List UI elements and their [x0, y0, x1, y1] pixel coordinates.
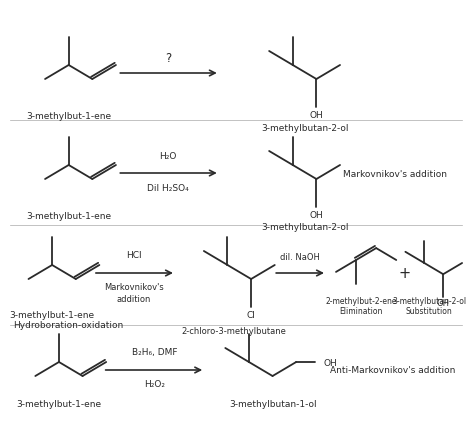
Text: Anti-Markovnikov's addition: Anti-Markovnikov's addition: [330, 366, 456, 375]
Text: Elimination: Elimination: [339, 307, 383, 316]
Text: 3-methylbut-1-ene: 3-methylbut-1-ene: [17, 399, 101, 408]
Text: H₂O: H₂O: [159, 151, 177, 160]
Text: H₂O₂: H₂O₂: [144, 380, 165, 389]
Text: +: +: [399, 266, 411, 281]
Text: ?: ?: [165, 51, 171, 64]
Text: 3-methylbutan-1-ol: 3-methylbutan-1-ol: [229, 399, 317, 408]
Text: 3-methylbutan-2-ol: 3-methylbutan-2-ol: [262, 123, 349, 132]
Text: 2-chloro-3-methylbutane: 2-chloro-3-methylbutane: [182, 326, 287, 335]
Text: OH: OH: [437, 298, 450, 307]
Text: Dil H₂SO₄: Dil H₂SO₄: [147, 183, 189, 192]
Text: OH: OH: [310, 210, 323, 219]
Text: HCl: HCl: [126, 251, 142, 260]
Text: Substitution: Substitution: [406, 307, 453, 316]
Text: OH: OH: [323, 358, 337, 367]
Text: 3-methylbutan-2-ol: 3-methylbutan-2-ol: [392, 296, 466, 305]
Text: 3-methylbut-1-ene: 3-methylbut-1-ene: [26, 211, 111, 220]
Text: Markovnikov's: Markovnikov's: [104, 283, 164, 292]
Text: Cl: Cl: [246, 310, 255, 319]
Text: Hydroboration-oxidation: Hydroboration-oxidation: [13, 320, 123, 329]
Text: 3-methylbut-1-ene: 3-methylbut-1-ene: [26, 111, 111, 120]
Text: B₂H₆, DMF: B₂H₆, DMF: [132, 348, 177, 356]
Text: 3-methylbut-1-ene: 3-methylbut-1-ene: [9, 311, 95, 320]
Text: Markovnikov's addition: Markovnikov's addition: [343, 169, 447, 178]
Text: addition: addition: [117, 294, 151, 303]
Text: 2-methylbut-2-ene: 2-methylbut-2-ene: [325, 296, 397, 305]
Text: dil. NaOH: dil. NaOH: [280, 253, 319, 262]
Text: 3-methylbutan-2-ol: 3-methylbutan-2-ol: [262, 223, 349, 232]
Text: OH: OH: [310, 110, 323, 119]
